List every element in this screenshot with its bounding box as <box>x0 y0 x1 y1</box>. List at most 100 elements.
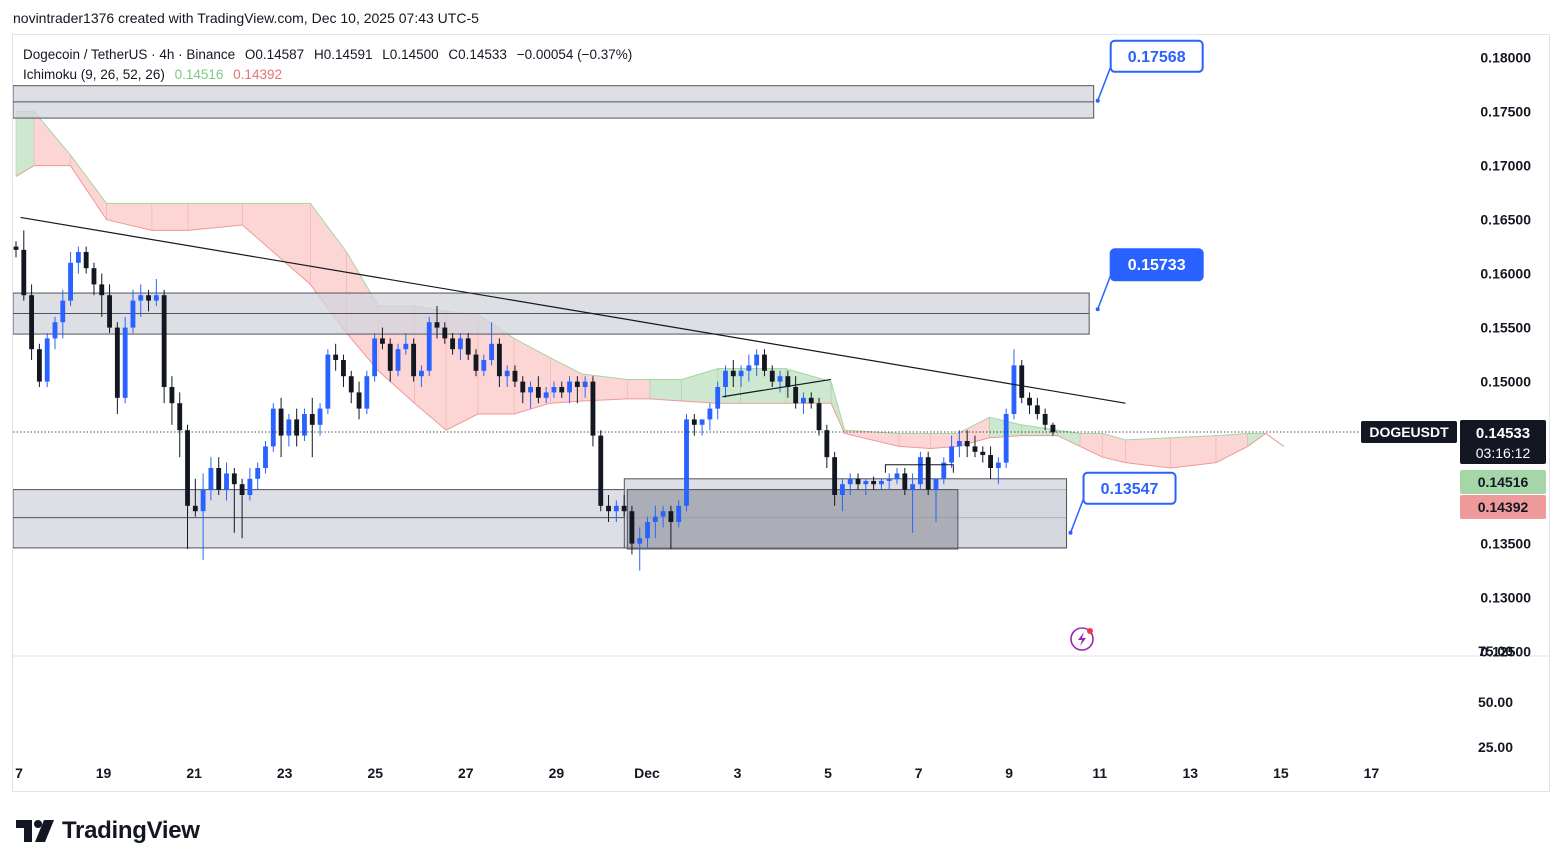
candle-body <box>582 381 588 387</box>
candle-body <box>21 249 27 296</box>
candle-body <box>762 354 767 371</box>
callout-pointer-2 <box>1096 274 1112 310</box>
candle-body <box>855 478 861 485</box>
candle-body <box>122 327 128 398</box>
candle-body <box>964 441 970 447</box>
tradingview-logo[interactable]: TradingView <box>16 816 200 846</box>
ichimoku-cloud-segment <box>581 373 628 402</box>
legend-change: −0.00054 (−0.37%) <box>516 47 633 62</box>
candle-body <box>567 381 572 393</box>
candle-body <box>380 338 385 344</box>
candle-body <box>816 403 822 431</box>
x-tick-label: 21 <box>186 765 202 781</box>
candle-body <box>434 322 440 328</box>
x-tick-label: 15 <box>1273 765 1289 781</box>
candle-body <box>91 268 97 285</box>
candle-body <box>348 376 354 393</box>
candle-body <box>387 343 393 371</box>
candle-body <box>99 284 105 296</box>
alert-bolt-glyph <box>1078 632 1086 646</box>
candle-body <box>598 435 604 506</box>
callout-pointer-1 <box>1096 66 1112 102</box>
countdown-label: 03:16:12 <box>1476 445 1531 461</box>
candle-body <box>824 430 830 458</box>
last-price-tag-label: 0.14533 <box>1476 425 1530 442</box>
x-tick-label: 11 <box>1092 765 1107 781</box>
candle-body <box>590 381 596 436</box>
candle-body <box>130 300 136 328</box>
lower-pane-tick-label: 75.00 <box>1478 643 1513 659</box>
candle-body <box>1003 414 1009 463</box>
ichimoku-cloud-segment <box>242 203 311 286</box>
y-tick-label: 0.15000 <box>1480 374 1531 390</box>
candle-body <box>1042 414 1048 425</box>
callout-anchor-1 <box>1095 98 1100 103</box>
candle-body <box>949 446 955 463</box>
candle-body <box>231 473 237 485</box>
candle-body <box>543 392 549 398</box>
candle-body <box>551 387 557 393</box>
x-tick-label: 9 <box>1005 765 1013 781</box>
candle-body <box>239 484 245 495</box>
candle-body <box>917 457 923 485</box>
legend-low: L0.14500 <box>382 47 439 62</box>
callout-anchor-3 <box>1068 530 1073 535</box>
candle-body <box>559 387 565 393</box>
candle-body <box>847 478 853 485</box>
legend-indicator[interactable]: Ichimoku (9, 26, 52, 26) <box>23 67 165 82</box>
x-tick-label: 23 <box>277 765 293 781</box>
candle-body <box>528 387 533 393</box>
callout-label-1: 0.17568 <box>1128 49 1186 66</box>
candle-body <box>60 300 66 323</box>
candle-body <box>894 473 900 479</box>
lower-pane-tick-label: 25.00 <box>1478 739 1513 755</box>
candle-body <box>138 295 144 301</box>
candle-body <box>535 387 541 398</box>
candle-body <box>114 327 120 398</box>
candle-body <box>255 468 261 479</box>
candle-body <box>956 441 962 447</box>
legend-symbol-row: Dogecoin / TetherUS · 4h · Binance O0.14… <box>23 45 638 65</box>
candle-body <box>730 370 736 377</box>
ichimoku-cloud-segment <box>33 110 71 166</box>
ichimoku-cloud-segment <box>513 337 551 415</box>
candle-body <box>192 505 198 512</box>
kijun-tag-box <box>1460 495 1546 519</box>
callout-box-2 <box>1109 248 1204 282</box>
y-tick-label: 0.13500 <box>1480 536 1531 552</box>
candle-body <box>723 370 728 387</box>
alert-dot <box>1087 628 1093 634</box>
candle-body <box>1034 405 1040 414</box>
ichimoku-cloud-segment <box>106 203 153 231</box>
legend-indicator-row: Ichimoku (9, 26, 52, 26) 0.14516 0.14392 <box>23 65 638 85</box>
legend-high: H0.14591 <box>313 47 373 62</box>
candle-body <box>660 511 666 517</box>
candle-body <box>606 505 611 512</box>
candle-body <box>738 370 744 377</box>
candle-body <box>224 473 229 490</box>
legend-symbol[interactable]: Dogecoin / TetherUS · 4h · Binance <box>23 47 236 62</box>
callout-label-3: 0.13547 <box>1101 481 1159 498</box>
candle-body <box>910 484 916 490</box>
ichimoku-cloud-segment <box>187 203 243 231</box>
candle-body <box>325 354 331 409</box>
candle-body <box>691 419 697 425</box>
candle-body <box>294 419 300 436</box>
candle-body <box>333 354 339 360</box>
candle-body <box>161 295 167 387</box>
candle-body <box>863 480 869 485</box>
candle-body <box>574 381 580 387</box>
x-tick-label: 29 <box>549 765 565 781</box>
callout-anchor-2 <box>1095 307 1100 312</box>
lower-pane-tick-label: 50.00 <box>1478 694 1513 710</box>
candle-body <box>645 522 650 539</box>
range-bracket <box>884 464 954 473</box>
last-price-tag-box <box>1460 420 1546 465</box>
candle-body <box>972 446 978 452</box>
candle-body <box>699 419 705 425</box>
callout-pointer-3 <box>1069 498 1085 534</box>
candle-body <box>980 451 986 456</box>
candle-body <box>317 408 323 425</box>
x-tick-label: 19 <box>96 765 112 781</box>
